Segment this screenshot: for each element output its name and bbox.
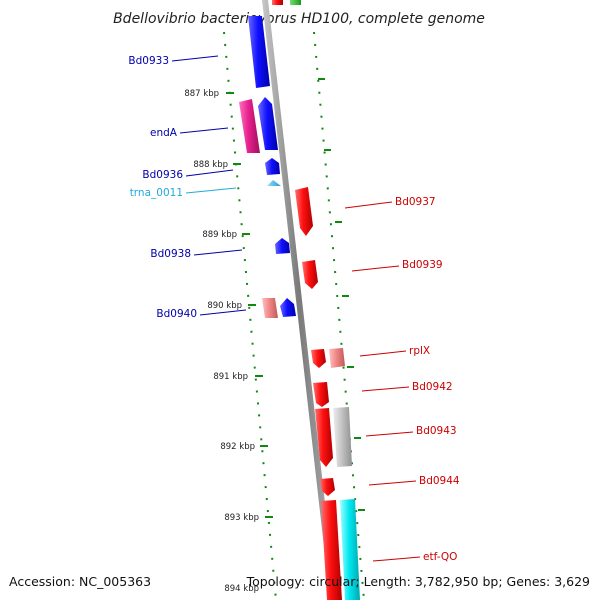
label-bd0939[interactable]: Bd0939 <box>402 259 443 271</box>
gene-bd0943-gray[interactable] <box>333 407 352 467</box>
leader-line <box>359 350 407 357</box>
gene-rplx[interactable] <box>311 349 326 368</box>
topology-text: Topology: circular; Length: 3,782,950 bp… <box>246 574 590 589</box>
scale-ticks: 887 kbp 888 kbp 889 kbp 890 kbp 891 kbp … <box>184 78 365 594</box>
gene-partial-green[interactable] <box>290 0 301 5</box>
label-bd0942[interactable]: Bd0942 <box>412 381 453 393</box>
leader-line <box>185 187 237 194</box>
label-bd0940[interactable]: Bd0940 <box>156 308 197 320</box>
tick-label-887: 887 kbp <box>184 89 219 99</box>
gene-bd0944[interactable] <box>320 478 335 496</box>
tick-label-893: 893 kbp <box>224 513 259 523</box>
leader-line <box>193 249 243 256</box>
accession-text: Accession: NC_005363 <box>9 574 151 589</box>
genome-backbone <box>262 0 336 600</box>
tick-label-892: 892 kbp <box>220 442 255 452</box>
gene-etf-qo[interactable] <box>321 500 342 600</box>
leader-line <box>199 309 247 316</box>
leader-line <box>171 55 219 62</box>
label-enda[interactable]: endA <box>150 127 178 139</box>
gene-bd0943[interactable] <box>315 408 333 467</box>
gene-bd0942[interactable] <box>313 382 329 407</box>
right-gene-labels: Bd0937 Bd0939 rplX Bd0942 Bd0943 Bd0944 … <box>344 196 460 563</box>
leader-line <box>185 169 234 177</box>
leader-line <box>351 265 400 272</box>
gene-bd0939[interactable] <box>302 260 318 289</box>
gene-bd0936[interactable] <box>265 158 280 175</box>
gene-enda-pink[interactable] <box>239 99 260 153</box>
minus-strand-genes <box>239 16 296 318</box>
tick-label-890: 890 kbp <box>207 301 242 311</box>
label-bd0938[interactable]: Bd0938 <box>150 248 191 260</box>
label-bd0937[interactable]: Bd0937 <box>395 196 436 208</box>
label-bd0936[interactable]: Bd0936 <box>142 169 183 181</box>
tick-label-891: 891 kbp <box>213 372 248 382</box>
plus-strand-genes <box>295 187 360 600</box>
label-bd0933[interactable]: Bd0933 <box>128 55 169 67</box>
gene-rplx-light[interactable] <box>329 348 345 368</box>
label-rplx[interactable]: rplX <box>409 345 430 357</box>
gene-bd0937[interactable] <box>295 187 313 236</box>
gene-bd0933[interactable] <box>248 16 270 88</box>
leader-line <box>344 201 393 209</box>
gene-partial-red[interactable] <box>272 0 283 5</box>
gene-bd0940[interactable] <box>280 298 296 317</box>
leader-line <box>372 556 421 562</box>
gene-etf-qo-cyan[interactable] <box>340 499 360 600</box>
leader-line <box>179 127 229 134</box>
tick-label-894: 894 kbp <box>224 584 259 594</box>
tick-label-888: 888 kbp <box>193 160 228 170</box>
label-bd0944[interactable]: Bd0944 <box>419 475 460 487</box>
leader-line <box>365 431 414 437</box>
gene-bd0940-light[interactable] <box>262 298 278 318</box>
map-title: Bdellovibrio bacteriovorus HD100, comple… <box>113 11 485 27</box>
leader-line <box>368 480 417 486</box>
gene-enda[interactable] <box>258 97 278 150</box>
label-bd0943[interactable]: Bd0943 <box>416 425 457 437</box>
label-trna-0011[interactable]: trna_0011 <box>130 187 183 199</box>
left-gene-labels: Bd0933 endA Bd0936 trna_0011 Bd0938 Bd09… <box>128 55 247 320</box>
leader-line <box>361 386 410 392</box>
gene-trna-0011[interactable] <box>267 180 281 186</box>
label-etf-qo[interactable]: etf-QO <box>423 551 457 563</box>
gene-bd0938[interactable] <box>275 238 290 254</box>
tick-label-889: 889 kbp <box>202 230 237 240</box>
